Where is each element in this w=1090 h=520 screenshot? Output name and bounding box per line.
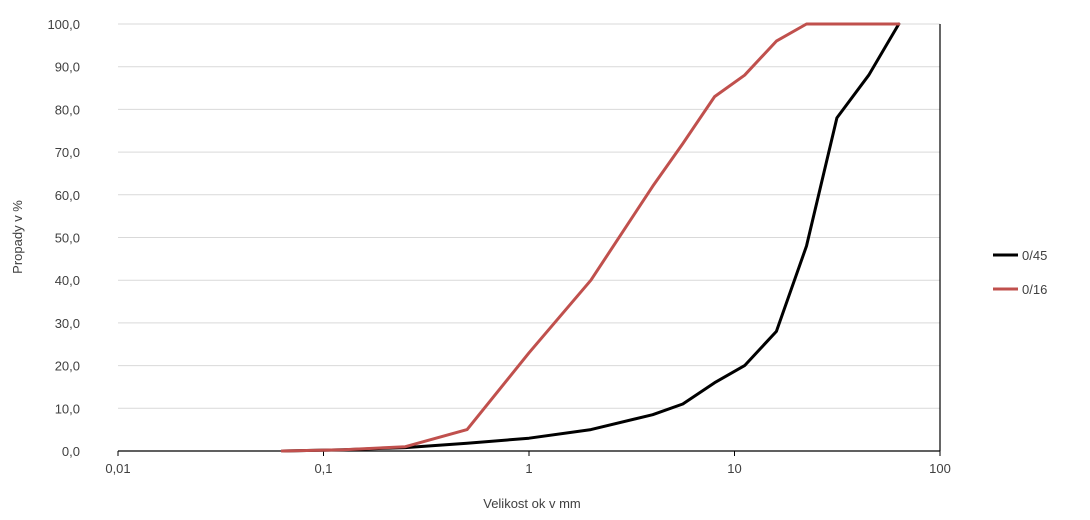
y-tick-label-8: 80,0	[55, 102, 80, 117]
legend-label-0: 0/45	[1022, 248, 1047, 263]
legend-label-1: 0/16	[1022, 282, 1047, 297]
y-tick-label-3: 30,0	[55, 316, 80, 331]
x-tick-label-4: 100	[929, 461, 951, 476]
legend: 0/45 0/16	[993, 248, 1047, 297]
y-tick-label-5: 50,0	[55, 231, 80, 246]
x-axis-title: Velikost ok v mm	[483, 496, 581, 511]
y-tick-label-2: 20,0	[55, 359, 80, 374]
y-tick-label-1: 10,0	[55, 401, 80, 416]
y-tick-label-6: 60,0	[55, 188, 80, 203]
y-tick-label-0: 0,0	[62, 444, 80, 459]
series	[280, 22, 901, 453]
x-tick-label-2: 1	[525, 461, 532, 476]
y-axis-title: Propady v %	[10, 200, 25, 274]
series-line-0-45	[280, 22, 901, 453]
x-tick-label-0: 0,01	[105, 461, 130, 476]
gridlines	[118, 23, 940, 409]
y-tick-label-10: 100,0	[47, 17, 80, 32]
y-tick-label-9: 90,0	[55, 60, 80, 75]
y-tick-label-4: 40,0	[55, 273, 80, 288]
x-tick-label-3: 10	[727, 461, 741, 476]
x-tick-label-1: 0,1	[314, 461, 332, 476]
series-line-0-16	[280, 22, 901, 453]
axes: 0,010,020,030,040,050,060,070,080,090,01…	[47, 17, 950, 476]
y-tick-label-7: 70,0	[55, 145, 80, 160]
